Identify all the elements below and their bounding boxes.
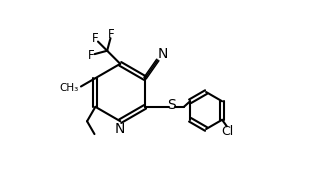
Text: S: S	[167, 98, 176, 112]
Text: F: F	[108, 28, 115, 41]
Text: CH₃: CH₃	[59, 83, 78, 93]
Text: Cl: Cl	[221, 125, 234, 138]
Text: F: F	[92, 33, 99, 46]
Text: F: F	[88, 48, 94, 62]
Text: N: N	[157, 47, 168, 61]
Text: N: N	[115, 122, 125, 136]
